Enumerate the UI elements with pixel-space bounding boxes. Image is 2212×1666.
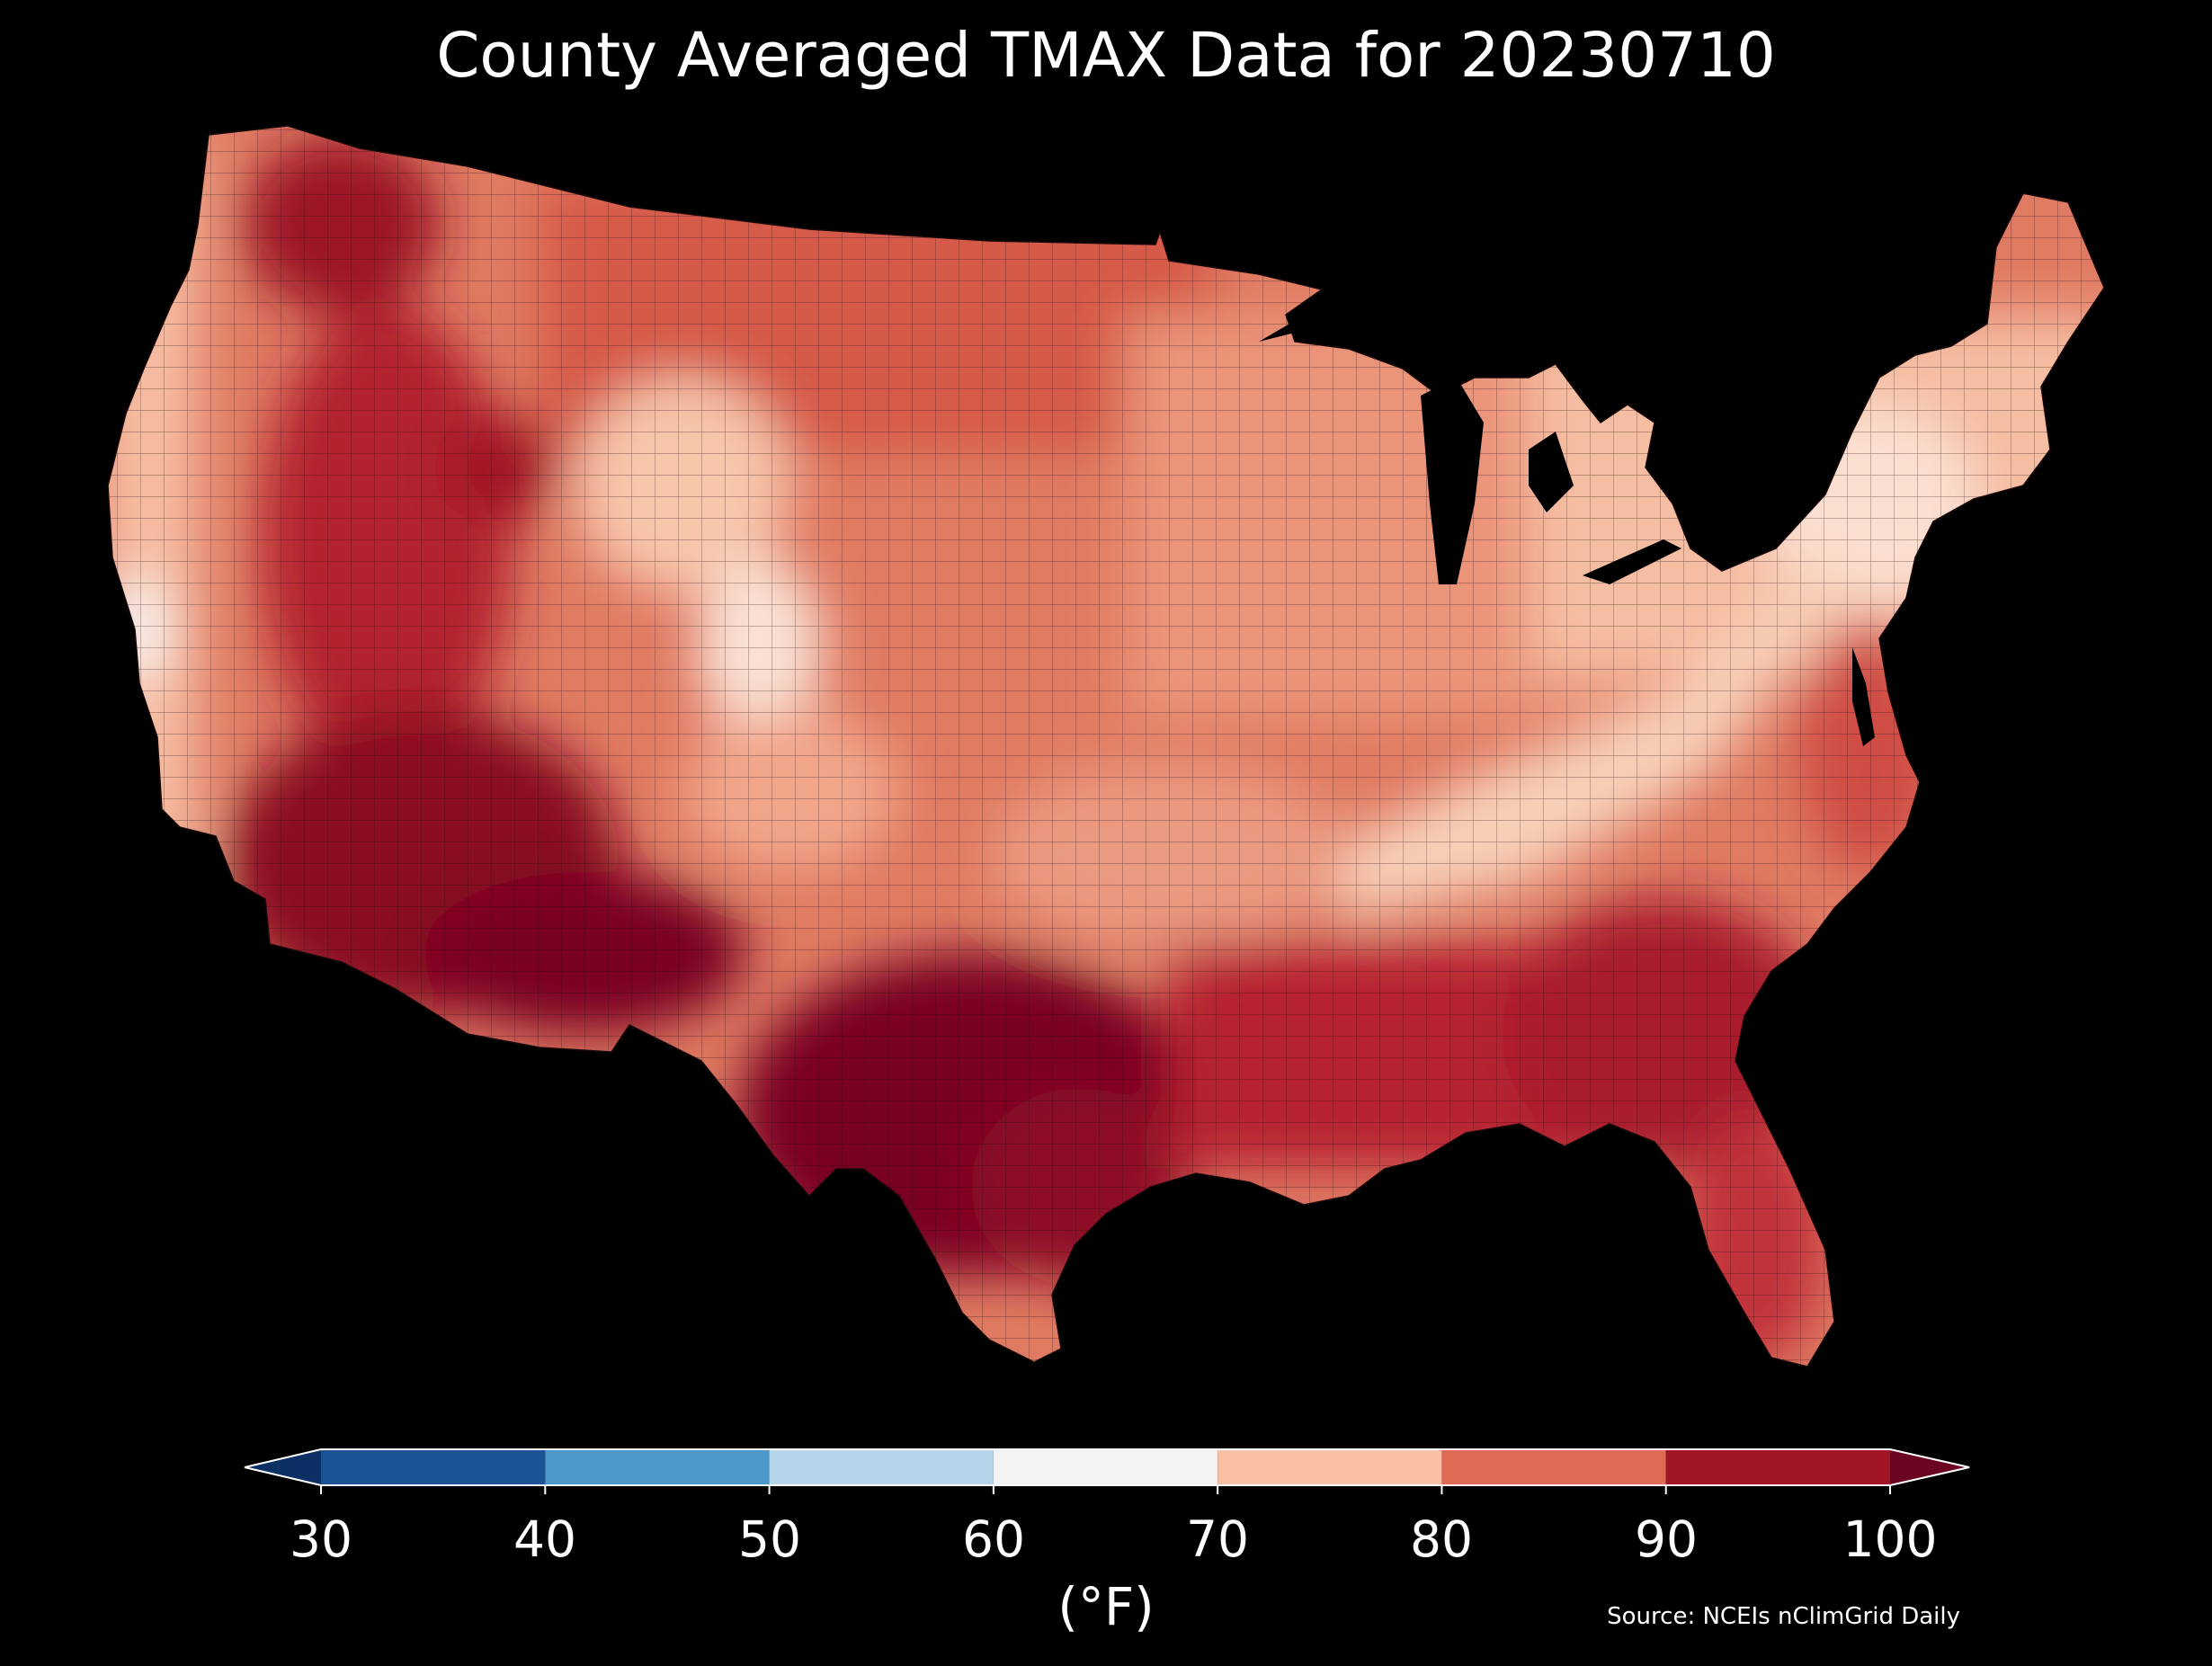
colorbar-bin-30-40	[321, 1449, 546, 1485]
colorbar-tick-50: 50	[738, 1510, 801, 1568]
colorbar-bin-80-90	[1441, 1449, 1666, 1485]
lake-erie	[1583, 539, 1681, 584]
colorbar-tick-80: 80	[1410, 1510, 1473, 1568]
map-title: County Averaged TMAX Data for 20230710	[436, 20, 1776, 92]
colorbar-bin-70-80	[1217, 1449, 1442, 1485]
colorbar-bin-40-50	[545, 1449, 770, 1485]
colorbar-tick-60: 60	[962, 1510, 1025, 1568]
lake-michigan	[1421, 378, 1484, 584]
colorbar-extend-under	[245, 1449, 321, 1485]
lake-huron	[1529, 432, 1574, 512]
colorbar-tick-100: 100	[1842, 1510, 1938, 1568]
chesapeake-bay	[1852, 647, 1875, 746]
lake-superior	[1259, 279, 1367, 342]
colorbar-tick-90: 90	[1635, 1510, 1698, 1568]
colorbar-bin-60-70	[993, 1449, 1218, 1485]
colorbar-unit-label: (°F)	[1057, 1576, 1155, 1637]
colorbar-extend-over	[1890, 1449, 1969, 1485]
colorbar-bin-90-100	[1665, 1449, 1890, 1485]
colorbar-tick-30: 30	[290, 1510, 352, 1568]
source-credit: Source: NCEIs nClimGrid Daily	[1607, 1603, 1960, 1630]
colorbar-bin-50-60	[769, 1449, 994, 1485]
colorbar-tick-40: 40	[513, 1510, 576, 1568]
colorbar-tick-70: 70	[1186, 1510, 1249, 1568]
